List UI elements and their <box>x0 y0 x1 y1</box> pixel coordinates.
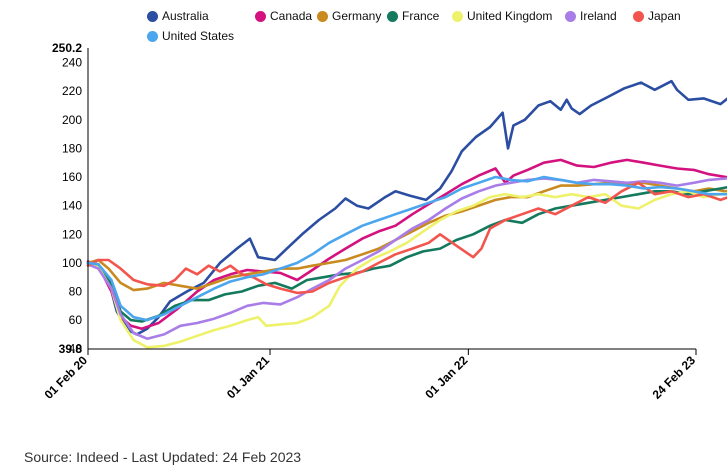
legend-swatch <box>452 10 463 22</box>
legend-item-canada[interactable]: Canada <box>255 9 312 23</box>
y-tick-label: 240 <box>62 56 82 70</box>
source-note: Source: Indeed - Last Updated: 24 Feb 20… <box>24 449 302 465</box>
y-tick-label: 200 <box>62 113 82 127</box>
y-tick-label: 80 <box>69 284 83 298</box>
x-tick-label: 01 Jan 22 <box>422 353 470 401</box>
legend-label: Japan <box>648 9 681 23</box>
y-tick-label: 180 <box>62 141 82 155</box>
legend-item-france[interactable]: France <box>387 9 439 23</box>
x-tick-label: 24 Feb 23 <box>650 353 699 402</box>
legend-swatch <box>565 10 576 22</box>
y-tick-label: 40 <box>69 342 83 356</box>
legend-item-japan[interactable]: Japan <box>633 9 681 23</box>
series-line-canada <box>86 158 727 330</box>
legend-swatch <box>255 10 266 22</box>
legend-label: Canada <box>270 9 313 23</box>
legend-swatch <box>633 10 644 22</box>
series-line-australia <box>86 79 727 336</box>
legend-label: France <box>402 9 440 23</box>
line-chart: 406080100120140160180200220240250.239.80… <box>42 41 727 402</box>
x-tick-label: 01 Feb 20 <box>42 353 91 402</box>
legend-label: United States <box>162 29 235 43</box>
series-line-france <box>86 186 727 323</box>
legend-swatch <box>147 10 158 22</box>
legend-item-united-states[interactable]: United States <box>147 29 234 43</box>
legend-label: United Kingdom <box>467 9 553 23</box>
series-line-ireland <box>86 176 727 340</box>
series-line-germany <box>86 181 727 292</box>
legend: Australia Canada Germany France United Kingd… <box>0 4 727 48</box>
y-min-label: 39.8 <box>59 342 83 356</box>
y-max-label: 250.2 <box>52 41 82 55</box>
y-tick-label: 120 <box>62 227 82 241</box>
y-tick-label: 140 <box>62 199 82 213</box>
y-tick-label: 100 <box>62 256 82 270</box>
legend-item-germany[interactable]: Germany <box>317 9 381 23</box>
series-line-japan <box>86 181 727 295</box>
y-tick-label: 60 <box>69 313 83 327</box>
y-tick-label: 160 <box>62 170 82 184</box>
x-tick-label: 01 Jan 21 <box>224 353 272 401</box>
series-line-united-states <box>86 175 727 322</box>
legend-swatch <box>147 30 158 42</box>
legend-swatch <box>387 10 398 22</box>
legend-label: Australia <box>162 9 209 23</box>
y-tick-label: 220 <box>62 84 82 98</box>
legend-label: Ireland <box>580 9 617 23</box>
legend-item-australia[interactable]: Australia <box>147 9 209 23</box>
legend-swatch <box>317 10 328 22</box>
legend-item-united-kingdom[interactable]: United Kingdom <box>452 9 552 23</box>
legend-label: Germany <box>332 9 382 23</box>
legend-item-ireland[interactable]: Ireland <box>565 9 617 23</box>
